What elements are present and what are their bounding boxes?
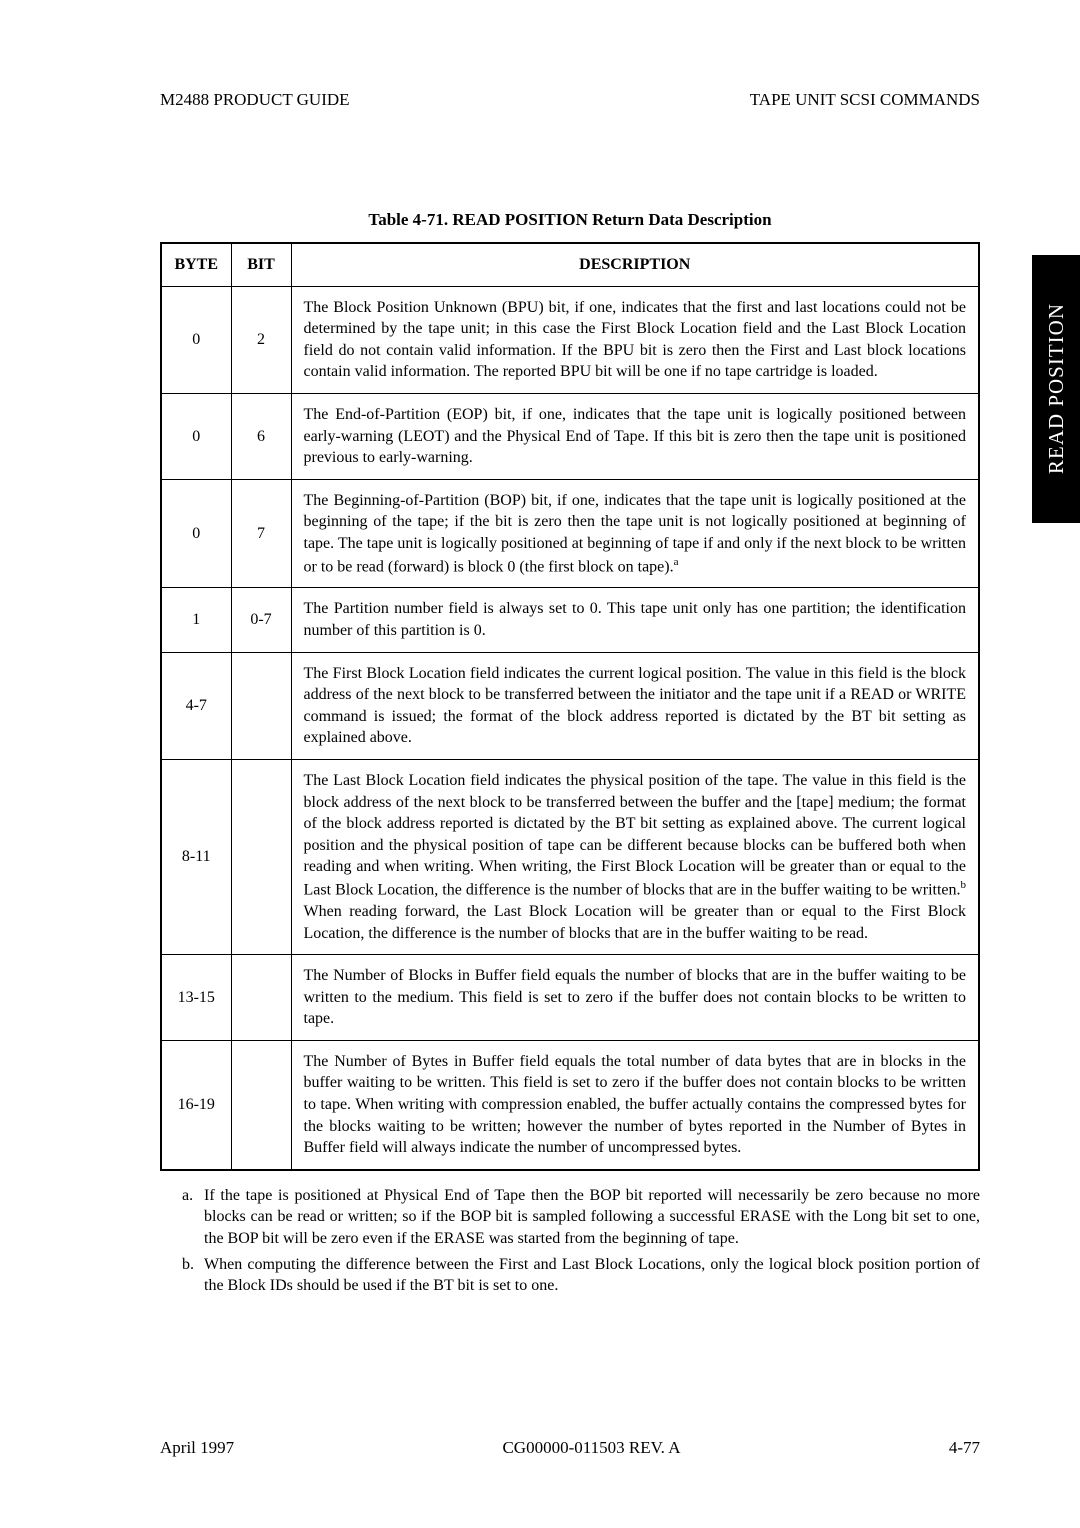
cell-bit: 6: [231, 393, 291, 479]
cell-byte: 13-15: [161, 955, 231, 1041]
sup-b: b: [961, 879, 967, 891]
cell-desc: The Number of Bytes in Buffer field equa…: [291, 1040, 979, 1169]
cell-bit: [231, 652, 291, 759]
cell-bit: [231, 955, 291, 1041]
cell-bit: [231, 760, 291, 955]
table-row: 13-15 The Number of Blocks in Buffer fie…: [161, 955, 979, 1041]
table-row: 0 7 The Beginning-of-Partition (BOP) bit…: [161, 479, 979, 588]
cell-byte: 0: [161, 479, 231, 588]
page-header: M2488 PRODUCT GUIDE TAPE UNIT SCSI COMMA…: [160, 90, 980, 110]
cell-byte: 16-19: [161, 1040, 231, 1169]
desc-text-1: The Last Block Location field indicates …: [304, 772, 967, 898]
cell-desc: The Number of Blocks in Buffer field equ…: [291, 955, 979, 1041]
cell-bit: [231, 1040, 291, 1169]
footer-left: April 1997: [160, 1438, 234, 1458]
table-row: 8-11 The Last Block Location field indic…: [161, 760, 979, 955]
header-right: TAPE UNIT SCSI COMMANDS: [750, 90, 980, 110]
table-caption: Table 4-71. READ POSITION Return Data De…: [160, 210, 980, 230]
cell-desc: The Partition number field is always set…: [291, 588, 979, 652]
header-left: M2488 PRODUCT GUIDE: [160, 90, 350, 110]
cell-byte: 0: [161, 393, 231, 479]
table-row: 16-19 The Number of Bytes in Buffer fiel…: [161, 1040, 979, 1169]
side-tab-label: READ POSITION: [1044, 303, 1069, 474]
footnote-a-text: If the tape is positioned at Physical En…: [204, 1185, 980, 1250]
cell-desc: The End-of-Partition (EOP) bit, if one, …: [291, 393, 979, 479]
footnote-b-marker: b.: [182, 1254, 204, 1297]
cell-bit: 0-7: [231, 588, 291, 652]
data-table: BYTE BIT DESCRIPTION 0 2 The Block Posit…: [160, 242, 980, 1171]
col-header-byte: BYTE: [161, 243, 231, 286]
desc-text-2: When reading forward, the Last Block Loc…: [304, 903, 967, 942]
page-footer: April 1997 CG00000-011503 REV. A 4-77: [160, 1438, 980, 1458]
table-row: 0 6 The End-of-Partition (EOP) bit, if o…: [161, 393, 979, 479]
side-tab: READ POSITION: [1032, 255, 1080, 523]
desc-text: The Beginning-of-Partition (BOP) bit, if…: [304, 492, 967, 575]
cell-desc: The Beginning-of-Partition (BOP) bit, if…: [291, 479, 979, 588]
col-header-desc: DESCRIPTION: [291, 243, 979, 286]
cell-byte: 8-11: [161, 760, 231, 955]
cell-byte: 4-7: [161, 652, 231, 759]
footer-center: CG00000-011503 REV. A: [502, 1438, 680, 1458]
col-header-bit: BIT: [231, 243, 291, 286]
cell-bit: 2: [231, 286, 291, 393]
sup-a: a: [674, 556, 679, 568]
table-row: 0 2 The Block Position Unknown (BPU) bit…: [161, 286, 979, 393]
footnote-a-marker: a.: [182, 1185, 204, 1250]
cell-desc: The First Block Location field indicates…: [291, 652, 979, 759]
footer-right: 4-77: [949, 1438, 980, 1458]
cell-bit: 7: [231, 479, 291, 588]
table-row: 4-7 The First Block Location field indic…: [161, 652, 979, 759]
table-header-row: BYTE BIT DESCRIPTION: [161, 243, 979, 286]
footnote-b-text: When computing the difference between th…: [204, 1254, 980, 1297]
footnote-a: a. If the tape is positioned at Physical…: [182, 1185, 980, 1250]
cell-desc: The Last Block Location field indicates …: [291, 760, 979, 955]
cell-byte: 0: [161, 286, 231, 393]
table-row: 1 0-7 The Partition number field is alwa…: [161, 588, 979, 652]
cell-desc: The Block Position Unknown (BPU) bit, if…: [291, 286, 979, 393]
footnote-b: b. When computing the difference between…: [182, 1254, 980, 1297]
footnotes: a. If the tape is positioned at Physical…: [160, 1185, 980, 1297]
cell-byte: 1: [161, 588, 231, 652]
page: M2488 PRODUCT GUIDE TAPE UNIT SCSI COMMA…: [0, 0, 1080, 1528]
